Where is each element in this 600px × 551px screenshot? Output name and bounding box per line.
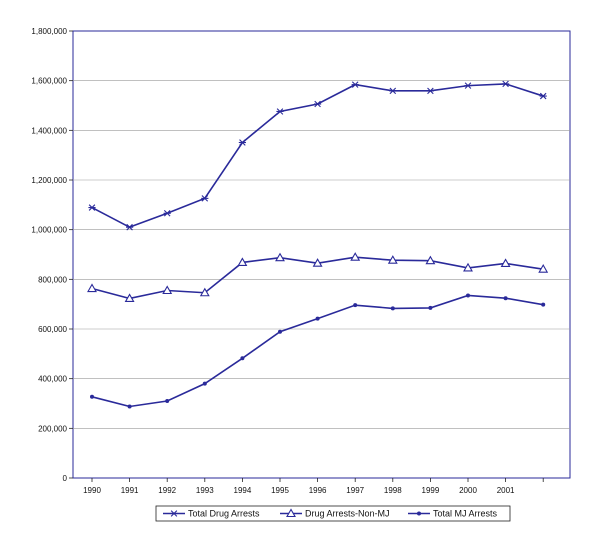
data-point-asterisk [502,80,510,88]
data-point-asterisk [276,108,284,115]
legend-label: Drug Arrests-Non-MJ [305,509,390,519]
data-point-dot [541,302,546,307]
data-point-asterisk [314,100,322,108]
data-point-triangle [124,293,135,303]
legend-box [155,505,511,522]
data-point-asterisk [163,210,171,217]
marker-stroke [126,223,133,231]
data-point-triangle [538,264,549,273]
data-point-triangle [286,508,296,518]
marker-stroke [201,195,209,202]
data-point-dot [353,303,358,308]
data-point-triangle [387,255,398,264]
y-tick-label: 1,800,000 [31,27,67,36]
data-point-dot [390,306,395,311]
y-tick-label: 0 [63,474,68,483]
x-tick-label: 1992 [158,486,176,495]
marker-stroke [389,87,397,95]
x-tick-label: 1990 [83,486,101,495]
data-point-triangle [463,262,473,272]
data-point-asterisk [464,82,472,89]
x-tick-label: 2001 [497,486,515,495]
x-tick-label: 1998 [384,486,402,495]
x-tick-label: 2000 [459,486,477,495]
data-point-dot [240,356,245,361]
legend-item-1: Drug Arrests-Non-MJ [280,508,390,519]
marker-stroke [163,210,171,217]
y-tick-label: 1,600,000 [31,77,67,86]
y-tick-label: 1,200,000 [31,176,67,185]
data-point-dot [428,305,433,310]
legend-item-0: Total Drug Arrests [163,509,260,519]
marker-stroke [502,80,509,88]
data-point-dot [417,511,421,516]
data-point-triangle [275,252,285,262]
data-point-dot [315,316,320,321]
y-tick-label: 200,000 [38,424,67,433]
x-tick-label: 1994 [234,486,252,495]
y-tick-label: 1,400,000 [31,126,67,135]
data-point-dot [202,381,207,386]
x-tick-label: 1997 [346,486,364,495]
x-tick-label: 1995 [271,486,289,495]
marker-stroke [539,92,547,100]
data-point-triangle [162,285,173,295]
y-tick-label: 600,000 [38,325,67,334]
series-1 [87,252,549,303]
data-point-dot [90,394,94,399]
y-tick-label: 400,000 [38,375,67,384]
data-point-dot [503,296,508,301]
data-point-triangle [237,257,248,266]
x-tick-label: 1999 [422,486,440,495]
data-point-asterisk [170,510,178,517]
data-point-triangle [350,252,361,261]
legend-item-2: Total MJ Arrests [408,509,498,519]
legend-label: Total MJ Arrests [433,509,498,519]
data-point-triangle [312,258,323,267]
data-point-dot [278,329,282,334]
data-point-asterisk [201,195,209,202]
y-tick-label: 800,000 [38,275,67,284]
data-point-asterisk [238,139,246,146]
data-point-triangle [87,283,97,293]
data-point-triangle [425,255,436,265]
x-tick-label: 1996 [309,486,327,495]
marker-stroke [314,100,321,108]
x-tick-label: 1993 [196,486,214,495]
data-point-triangle [500,258,511,267]
legend-label: Total Drug Arrests [188,509,260,519]
marker-stroke [239,139,246,146]
data-point-triangle [199,287,210,297]
marker-stroke [276,108,284,115]
marker-stroke [427,87,434,95]
legend: Total Drug Arrests Drug Arrests-Non-MJ Tot… [155,505,511,522]
data-point-dot [466,293,470,298]
plot-area [72,30,571,479]
marker-stroke [88,204,96,211]
data-point-asterisk [126,223,134,231]
data-point-dot [127,404,132,409]
data-point-asterisk [88,204,96,211]
marker-stroke [170,510,178,517]
series-0 [88,80,547,231]
data-point-asterisk [351,81,359,88]
data-point-asterisk [539,92,547,100]
data-point-asterisk [389,87,397,95]
marker-stroke [464,82,472,89]
data-point-asterisk [426,87,434,95]
y-tick-label: 1,000,000 [31,226,67,235]
x-tick-label: 1991 [121,486,139,495]
data-point-dot [165,399,170,404]
series-2 [90,293,546,409]
marker-stroke [351,81,359,88]
